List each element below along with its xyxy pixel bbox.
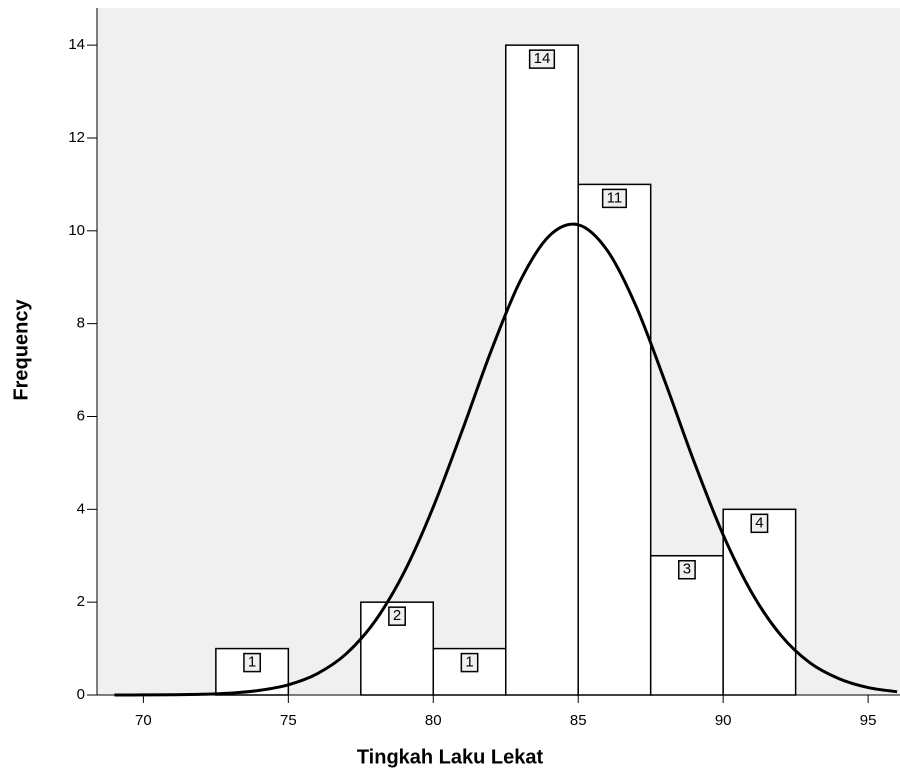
x-tick-label: 90 xyxy=(715,712,732,729)
y-tick-label: 2 xyxy=(77,593,85,610)
x-tick-label: 95 xyxy=(860,712,877,729)
x-tick-label: 70 xyxy=(135,712,152,729)
y-tick-label: 4 xyxy=(77,500,85,517)
x-tick-label: 85 xyxy=(570,712,587,729)
normal-curve xyxy=(114,222,898,697)
bar-label: 14 xyxy=(534,50,551,67)
bar-label-box xyxy=(388,606,406,626)
bar-label-box xyxy=(750,513,769,534)
x-tick-label: 75 xyxy=(280,712,297,729)
bar-label: 2 xyxy=(393,607,401,624)
bar-label: 11 xyxy=(607,189,623,206)
bar xyxy=(722,508,797,696)
bar-label: 1 xyxy=(465,654,473,671)
bar-label: 3 xyxy=(683,561,691,578)
bar-label: 4 xyxy=(755,514,763,531)
bar xyxy=(577,183,652,696)
y-tick-label: 10 xyxy=(68,222,85,239)
bar-label: 1 xyxy=(248,654,256,671)
y-tick-label: 14 xyxy=(68,36,85,53)
x-tick-label: 80 xyxy=(425,712,442,729)
y-tick-label: 8 xyxy=(77,315,85,332)
bar-label-box xyxy=(243,652,262,673)
bar xyxy=(504,44,579,696)
y-axis-title: Frequency xyxy=(10,299,32,401)
y-tick-label: 12 xyxy=(68,129,85,146)
y-tick-label: 6 xyxy=(77,407,85,424)
bar-label-box xyxy=(528,49,556,69)
y-tick-label: 0 xyxy=(77,686,85,703)
bar-label-box xyxy=(601,188,627,209)
bar-label-box xyxy=(460,652,479,673)
bar-label-box xyxy=(678,559,696,580)
x-axis-title: Tingkah Laku Lekat xyxy=(357,746,544,768)
